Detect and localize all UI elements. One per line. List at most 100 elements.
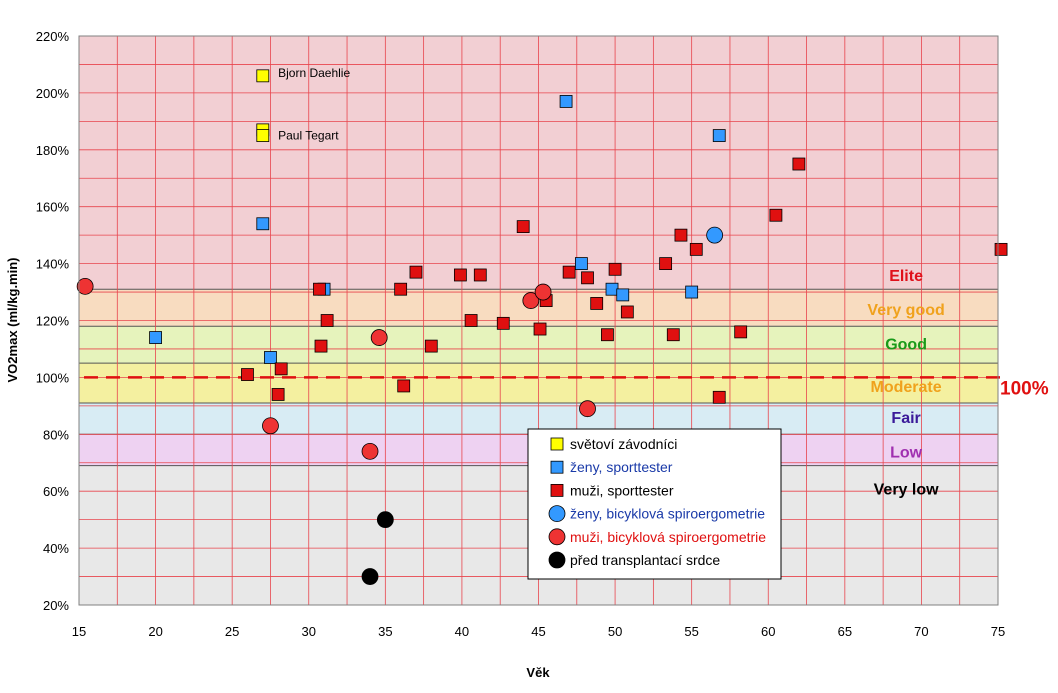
data-point-square-marker xyxy=(581,271,594,285)
data-point-circle-marker xyxy=(534,283,552,301)
legend-entry-label: ženy, sporttester xyxy=(570,459,673,475)
legend-entry-label: muži, bicyklová spiroergometrie xyxy=(570,529,766,545)
data-point-square-marker xyxy=(994,242,1008,256)
data-point-square-marker xyxy=(496,316,510,330)
data-point-square-marker xyxy=(674,228,688,242)
data-point-circle-marker xyxy=(370,329,388,346)
data-point-square-marker xyxy=(397,379,411,393)
data-points xyxy=(76,69,1008,585)
data-point-square-marker xyxy=(271,388,285,401)
x-tick-label: 45 xyxy=(531,624,545,639)
data-point-circle-marker xyxy=(522,292,540,309)
legend-square-marker xyxy=(550,460,564,474)
data-point-square-marker xyxy=(666,328,680,342)
y-tick-label: 160% xyxy=(36,200,70,215)
x-axis-title: Věk xyxy=(526,665,550,680)
reference-line-group: 100% xyxy=(84,376,1049,399)
legend-circle-marker xyxy=(548,528,566,546)
data-point-square-marker xyxy=(605,282,619,296)
x-tick-label: 25 xyxy=(225,624,239,639)
y-tick-label: 200% xyxy=(36,86,70,101)
data-point-square-marker xyxy=(620,305,634,319)
data-point-square-marker xyxy=(464,314,478,327)
y-tick-label: 40% xyxy=(43,541,69,556)
zone-label-very-low: Very low xyxy=(874,481,939,498)
y-tick-label: 180% xyxy=(36,143,70,158)
data-point-square-marker xyxy=(241,368,254,381)
data-point-circle-marker xyxy=(361,568,379,585)
zone-label-good: Good xyxy=(885,336,927,353)
legend: světoví závodníci ženy, sporttester muži, … xyxy=(527,428,782,580)
x-tick-label: 40 xyxy=(455,624,469,639)
legend-square-marker xyxy=(550,437,564,451)
x-tick-label: 60 xyxy=(761,624,775,639)
zone-label-low: Low xyxy=(890,444,923,461)
y-tick-label: 60% xyxy=(43,484,69,499)
data-point-circle-marker xyxy=(262,417,279,435)
y-tick-label: 220% xyxy=(36,29,70,44)
x-tick-label: 20 xyxy=(148,624,162,639)
data-point-circle-marker xyxy=(579,400,596,418)
data-point-square-marker xyxy=(473,268,487,282)
data-point-square-marker xyxy=(689,242,703,256)
y-tick-label: 80% xyxy=(43,427,69,442)
legend-entry-label: před transplantací srdce xyxy=(570,552,720,568)
annotation-label: Paul Tegart xyxy=(278,129,339,143)
data-point-square-marker xyxy=(769,208,783,222)
plot-frame xyxy=(78,35,999,606)
data-point-square-marker xyxy=(712,129,726,142)
data-point-square-marker xyxy=(149,331,162,344)
data-point-square-marker xyxy=(616,288,630,302)
x-tick-label: 15 xyxy=(72,624,86,639)
annotations: Bjorn Daehlie Paul Tegart xyxy=(278,66,350,143)
y-axis-title: VO2max (ml/kg.min) xyxy=(5,258,20,383)
zone-labels: Elite Very good Good Moderate Fair Low Very lo… xyxy=(867,268,944,498)
legend-square-marker xyxy=(550,483,564,497)
data-point-circle-marker xyxy=(376,511,394,529)
data-point-square-marker xyxy=(516,220,530,234)
legend-circle-marker xyxy=(548,551,566,569)
data-point-square-marker xyxy=(274,362,288,376)
data-point-square-marker xyxy=(256,69,270,83)
data-point-square-marker xyxy=(533,322,547,336)
y-tick-label: 140% xyxy=(36,257,70,272)
data-point-square-marker xyxy=(559,95,573,108)
data-point-square-marker xyxy=(256,129,270,142)
x-tick-label: 75 xyxy=(991,624,1005,639)
zone-label-fair: Fair xyxy=(891,410,920,427)
data-point-circle-marker xyxy=(706,226,724,244)
x-tick-label: 65 xyxy=(838,624,852,639)
y-tick-label: 120% xyxy=(36,314,70,329)
data-point-square-marker xyxy=(264,351,277,364)
data-point-square-marker xyxy=(409,265,423,279)
data-point-square-marker xyxy=(685,285,699,299)
x-tick-label: 55 xyxy=(684,624,698,639)
data-point-square-marker xyxy=(590,297,604,310)
data-point-square-marker xyxy=(424,339,438,353)
data-point-square-marker xyxy=(712,390,726,404)
data-point-square-marker xyxy=(601,328,614,342)
legend-entry-label: ženy, bicyklová spiroergometrie xyxy=(570,506,765,522)
legend-entry-label: muži, sporttester xyxy=(570,482,674,498)
y-tick-label: 100% xyxy=(36,370,70,385)
y-tick-label: 20% xyxy=(43,598,69,613)
data-point-circle-marker xyxy=(361,442,379,460)
data-point-square-marker xyxy=(562,265,576,279)
legend-entry-label: světoví závodníci xyxy=(570,436,677,452)
data-point-square-marker xyxy=(659,257,673,271)
data-point-square-marker xyxy=(256,217,270,231)
data-point-square-marker xyxy=(608,262,622,276)
zone-label-elite: Elite xyxy=(889,268,923,285)
zone-label-moderate: Moderate xyxy=(871,379,942,396)
data-point-square-marker xyxy=(313,282,326,296)
x-tick-label: 30 xyxy=(302,624,316,639)
data-point-square-marker xyxy=(734,325,748,339)
reference-line-label: 100% xyxy=(1000,378,1049,399)
legend-box xyxy=(527,428,782,580)
data-point-square-marker xyxy=(453,268,467,282)
data-point-square-marker xyxy=(394,282,408,296)
data-point-square-marker xyxy=(792,157,806,171)
zone-label-very-good: Very good xyxy=(867,302,944,319)
data-point-square-marker xyxy=(320,314,334,327)
